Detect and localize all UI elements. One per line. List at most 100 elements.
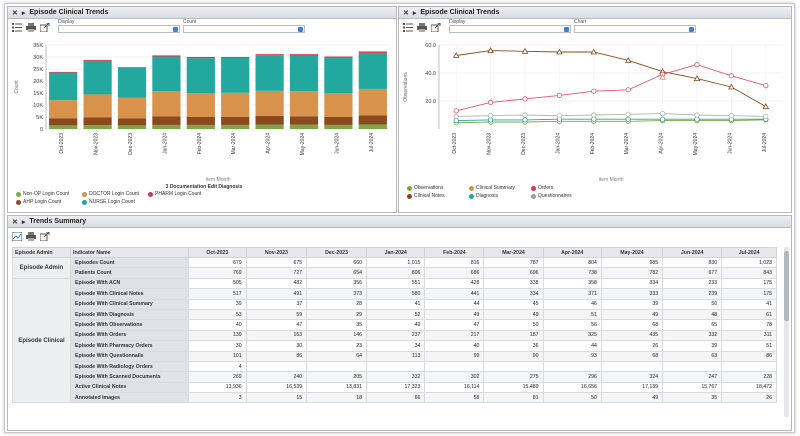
table-row[interactable]: Active Clinical Notes 13,936 16,539 13,831 1… <box>13 381 777 394</box>
legend-swatch <box>16 191 21 197</box>
bar-segment <box>49 125 78 129</box>
bar-segment <box>152 124 181 129</box>
bar-segment <box>358 124 387 129</box>
close-icon[interactable]: ✕ <box>12 9 18 17</box>
column-header[interactable]: Apr-2024 <box>542 247 602 258</box>
export-icon[interactable] <box>431 23 441 32</box>
legend-item[interactable]: AHP Login Count <box>16 199 62 205</box>
column-header[interactable]: Nov-2023 <box>245 247 308 258</box>
legend-label: Questionnaires <box>538 193 572 199</box>
export-icon[interactable] <box>40 23 50 32</box>
x-tick-label: Mar-2024 <box>624 133 630 155</box>
bar-segment <box>255 116 284 125</box>
table-cell: 332 <box>365 371 426 383</box>
collapse-icon[interactable]: ▸ <box>412 9 417 17</box>
dropdown-arrow-icon <box>173 27 178 32</box>
print-icon[interactable] <box>417 23 427 32</box>
table-row[interactable]: Episode With Orders 139 163 146 237 217 187 325… <box>13 329 777 342</box>
data-point <box>762 103 770 109</box>
dropdown-arrow-icon <box>564 27 569 32</box>
legend-item[interactable]: NURSE Login Count <box>82 199 135 205</box>
column-header[interactable]: Jul-2024 <box>721 247 777 258</box>
vertical-scrollbar[interactable] <box>784 247 789 417</box>
table-cell: 34 <box>365 340 426 352</box>
legend-swatch <box>531 193 536 199</box>
legend-item[interactable]: Clinical Summary <box>469 185 515 191</box>
dropdown-arrow-icon <box>689 27 694 32</box>
table-cell: 13,831 <box>306 381 367 394</box>
bar-segment <box>289 55 319 92</box>
table-row[interactable]: Episode With Clinical Summary 39 37 28 41 44 4… <box>13 298 777 310</box>
display-select[interactable] <box>449 25 571 33</box>
column-header[interactable]: Oct-2023 <box>188 247 247 258</box>
table-cell: 41 <box>721 298 777 310</box>
table-row[interactable]: Annotated Images 3 15 18 66 58 81 50 49 35 26 <box>13 392 777 404</box>
data-point <box>453 113 459 120</box>
table-row[interactable]: Episode With Diagnosis 53 59 29 52 49 49 51 49 48… <box>13 308 777 321</box>
table-cell: 311 <box>721 329 777 342</box>
bar-segment <box>358 51 387 53</box>
table-cell: 37 <box>245 298 308 310</box>
x-tick-label: Jan-2024 <box>162 133 168 154</box>
table-cell: 247 <box>662 371 723 383</box>
table-row[interactable]: Episode With Pharmacy Orders 30 30 23 34 40 36… <box>13 340 777 352</box>
table-row[interactable]: Episode With Questionnails 101 86 64 113 99 90… <box>13 350 777 362</box>
y-tick-label: 25K <box>33 67 43 73</box>
list-view-icon[interactable] <box>403 23 413 32</box>
column-header[interactable]: Feb-2024 <box>424 247 485 258</box>
table-row[interactable]: Episode Clinical Episode With ACN 505 482 35… <box>12 277 777 404</box>
right-chart-panel: ✕ ▸ Episode Clinical Trends Display Char… <box>398 6 792 213</box>
legend-item[interactable]: PHARM Login Count <box>148 191 201 197</box>
table-cell: 239 <box>662 288 723 300</box>
table-cell: 30 <box>188 340 247 352</box>
column-header[interactable]: Episode Admin <box>12 247 71 258</box>
bar-segment <box>152 56 181 92</box>
legend-item[interactable]: DOCTOR Login Count <box>82 191 139 197</box>
column-header[interactable]: Mar-2024 <box>483 247 544 258</box>
y-tick-label: 60.0 <box>425 43 436 49</box>
legend-item[interactable]: Questionnaires <box>531 193 572 199</box>
bar-segment <box>289 91 319 117</box>
column-header[interactable]: Jun-2024 <box>662 247 723 258</box>
table-row[interactable]: Episode Admin Episodes Count 679 675 660 1,01… <box>12 256 777 279</box>
column-header[interactable]: Jan-2024 <box>365 247 426 258</box>
table-row[interactable]: Episode With Clinical Notes 517 491 373 580 4… <box>13 288 777 300</box>
table-cell: 358 <box>542 277 602 290</box>
x-tick-label: Dec-2023 <box>128 133 134 155</box>
indicator-label: Episode With Observations <box>70 319 189 331</box>
close-icon[interactable]: ✕ <box>403 9 409 17</box>
table-row[interactable]: Episode With Observations 40 47 35 49 47 50 56 6… <box>13 319 777 331</box>
table-cell: 50 <box>662 298 723 310</box>
export-icon[interactable] <box>40 232 50 241</box>
print-icon[interactable] <box>26 23 36 32</box>
list-view-icon[interactable] <box>12 23 22 32</box>
display-select[interactable] <box>58 25 180 33</box>
legend-item[interactable]: Clinical Notes <box>407 193 445 199</box>
table-cell: 187 <box>483 329 544 342</box>
table-cell: 15,767 <box>662 381 723 394</box>
legend-item[interactable]: Diagnosis <box>469 193 498 199</box>
chart-select[interactable] <box>574 25 696 33</box>
table-cell: 51 <box>721 340 777 352</box>
collapse-icon[interactable]: ▸ <box>21 9 26 17</box>
table-row[interactable]: Episode With Radiology Orders 4 <box>13 360 777 373</box>
table-cell <box>424 360 485 373</box>
legend-item[interactable]: Non-OP Login Count <box>16 191 69 197</box>
scrollbar-thumb[interactable] <box>784 251 789 321</box>
data-point <box>625 111 631 117</box>
table-row[interactable]: Patients Count 769 727 654 806 686 696 738 782 67… <box>13 267 777 279</box>
count-select[interactable] <box>183 25 305 33</box>
print-icon[interactable] <box>26 232 36 241</box>
row-group-label: Episode Clinical <box>12 277 71 404</box>
collapse-icon[interactable]: ▸ <box>21 218 26 226</box>
data-point <box>624 56 632 63</box>
close-icon[interactable]: ✕ <box>12 218 18 226</box>
column-header[interactable]: Indicator Name <box>70 247 189 258</box>
column-header[interactable]: Dec-2023 <box>306 247 367 258</box>
legend-item[interactable]: Observations <box>407 185 443 191</box>
chart-view-icon[interactable] <box>12 232 22 241</box>
table-row[interactable]: Episode With Scanned Documents 269 240 205 3… <box>13 371 777 383</box>
indicator-label: Annotated Images <box>70 392 189 404</box>
legend-item[interactable]: Orders <box>531 185 553 191</box>
column-header[interactable]: May-2024 <box>600 247 664 258</box>
